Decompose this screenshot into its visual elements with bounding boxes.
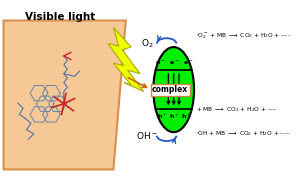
Polygon shape [108,28,144,91]
Text: + MB $\longrightarrow$ CO$_2$ + H$_2$O + ----: + MB $\longrightarrow$ CO$_2$ + H$_2$O +… [196,105,277,114]
Text: h$^+$ h$^+$ h$^+$: h$^+$ h$^+$ h$^+$ [157,112,192,121]
Ellipse shape [153,47,194,132]
Text: $\cdot$OH + MB $\longrightarrow$ CO$_2$ + H$_2$O + ----: $\cdot$OH + MB $\longrightarrow$ CO$_2$ … [196,129,290,138]
Text: $\cdot$O$_2^-$ + MB $\longrightarrow$ CO$_2$ + H$_2$O + ----: $\cdot$O$_2^-$ + MB $\longrightarrow$ CO… [196,32,291,41]
Polygon shape [4,21,126,169]
Text: complex: complex [152,85,188,94]
Text: Visible light: Visible light [25,12,95,22]
Text: e$^-$  e$^-$  e$^-$: e$^-$ e$^-$ e$^-$ [155,59,194,67]
Text: O$_2$: O$_2$ [141,37,153,50]
Text: OH$^-$: OH$^-$ [136,130,158,141]
